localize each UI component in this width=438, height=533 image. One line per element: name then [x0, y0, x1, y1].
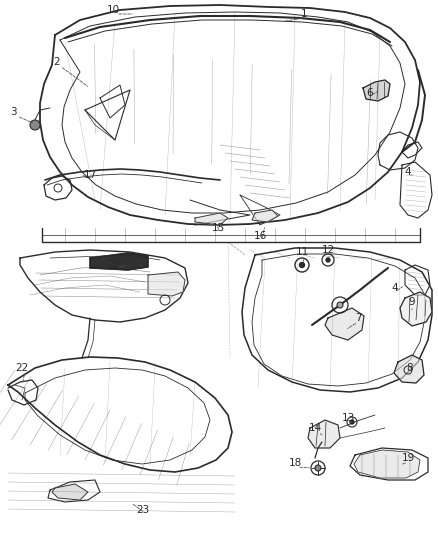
- Text: 2: 2: [54, 57, 60, 67]
- Circle shape: [350, 420, 354, 424]
- Text: 8: 8: [407, 363, 413, 373]
- Text: 15: 15: [212, 223, 225, 233]
- Circle shape: [300, 262, 304, 268]
- Text: 1: 1: [301, 9, 307, 19]
- Circle shape: [337, 302, 343, 308]
- Polygon shape: [308, 420, 340, 448]
- Text: 19: 19: [401, 453, 415, 463]
- Text: 9: 9: [409, 297, 415, 307]
- Text: 7: 7: [355, 313, 361, 323]
- Polygon shape: [90, 253, 148, 270]
- Text: 23: 23: [136, 505, 150, 515]
- Polygon shape: [354, 450, 420, 478]
- Circle shape: [315, 465, 321, 471]
- Text: 20: 20: [107, 260, 120, 270]
- Text: 4: 4: [405, 167, 411, 177]
- Text: 3: 3: [10, 107, 16, 117]
- Text: 13: 13: [341, 413, 355, 423]
- Circle shape: [326, 258, 330, 262]
- Text: 22: 22: [15, 363, 28, 373]
- Circle shape: [30, 120, 40, 130]
- Text: 12: 12: [321, 245, 335, 255]
- Polygon shape: [52, 484, 88, 500]
- Text: 10: 10: [106, 5, 120, 15]
- Text: 16: 16: [253, 231, 267, 241]
- Text: 17: 17: [83, 170, 97, 180]
- Text: 4: 4: [392, 283, 398, 293]
- Polygon shape: [363, 80, 390, 101]
- Polygon shape: [148, 272, 185, 296]
- Polygon shape: [325, 308, 364, 340]
- Polygon shape: [400, 292, 432, 326]
- Text: 14: 14: [308, 423, 321, 433]
- Polygon shape: [252, 210, 278, 222]
- Polygon shape: [195, 213, 228, 225]
- Text: 11: 11: [295, 247, 309, 257]
- Text: 18: 18: [288, 458, 302, 468]
- Text: 6: 6: [367, 88, 373, 98]
- Polygon shape: [394, 355, 424, 383]
